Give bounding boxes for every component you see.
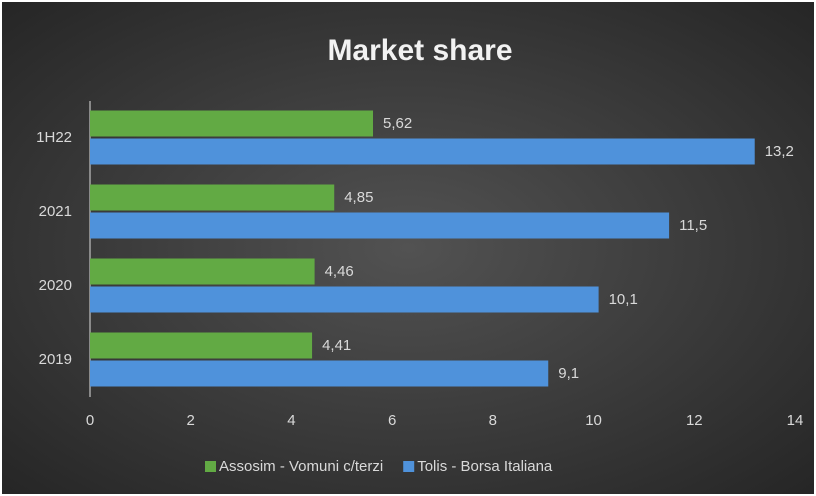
data-label: 11,5: [679, 217, 707, 234]
bar: [90, 212, 670, 239]
y-tick-label: 2019: [39, 351, 72, 368]
x-tick-label: 6: [388, 412, 396, 429]
x-tick-label: 0: [86, 412, 94, 429]
x-tick-label: 14: [787, 412, 804, 429]
bar: [90, 360, 549, 387]
x-tick-label: 12: [686, 412, 703, 429]
chart-title: Market share: [327, 34, 512, 67]
data-label: 10,1: [609, 291, 638, 308]
data-label: 13,2: [765, 143, 794, 160]
legend-swatch: [205, 461, 216, 472]
data-label: 4,46: [325, 263, 354, 280]
bar: [90, 138, 755, 165]
data-label: 5,62: [383, 115, 412, 132]
legend-swatch: [403, 461, 415, 472]
bar: [90, 258, 315, 285]
x-tick-label: 2: [187, 412, 195, 429]
y-tick-label: 2020: [39, 277, 72, 294]
x-tick-label: 4: [287, 412, 295, 429]
legend-label: Assosim - Vomuni c/terzi: [219, 458, 383, 475]
bar: [90, 110, 374, 137]
bar: [90, 286, 599, 313]
x-tick-label: 8: [489, 412, 497, 429]
data-label: 9,1: [558, 365, 579, 382]
data-label: 4,85: [344, 189, 373, 206]
legend-label: Tolis - Borsa Italiana: [417, 458, 553, 475]
bar: [90, 332, 313, 359]
data-label: 4,41: [322, 337, 351, 354]
y-tick-label: 1H22: [36, 129, 72, 146]
bar: [90, 184, 335, 211]
y-tick-label: 2021: [39, 203, 72, 220]
x-tick-label: 10: [585, 412, 602, 429]
